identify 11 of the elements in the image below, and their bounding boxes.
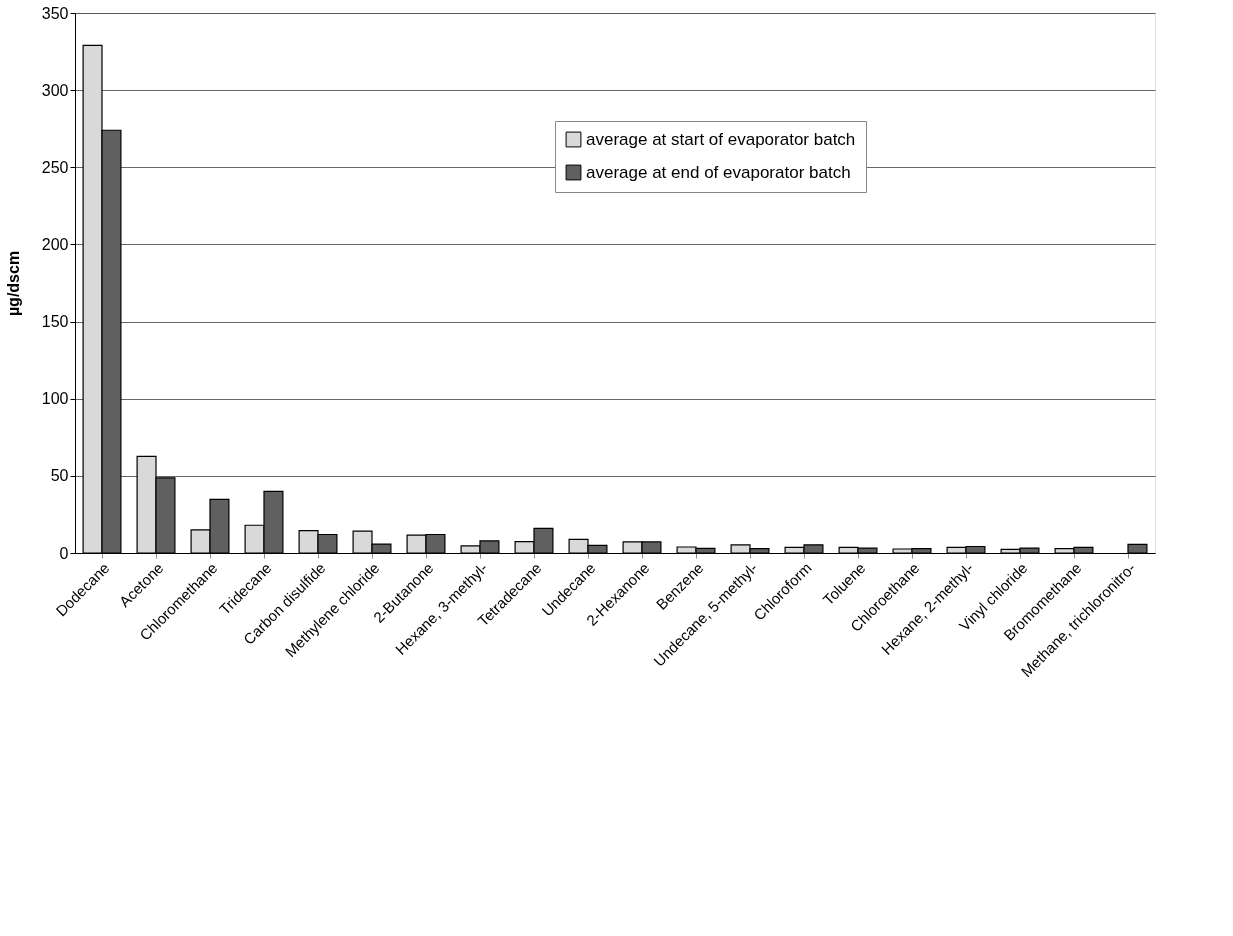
y-tick-label: 50 bbox=[50, 467, 69, 485]
y-tick-label: 150 bbox=[41, 313, 69, 331]
y-tick-label: 200 bbox=[41, 235, 69, 253]
y-tick-label: 300 bbox=[41, 81, 69, 99]
y-tick-label: 350 bbox=[41, 4, 69, 22]
y-tick-label: 250 bbox=[41, 158, 69, 176]
legend-label: average at start of evaporator batch bbox=[586, 129, 856, 149]
y-tick-label: 100 bbox=[41, 390, 69, 408]
y-axis-title: µg/dscm bbox=[4, 250, 22, 317]
y-tick-label: 0 bbox=[59, 544, 69, 562]
legend-label: average at end of evaporator batch bbox=[586, 162, 851, 182]
